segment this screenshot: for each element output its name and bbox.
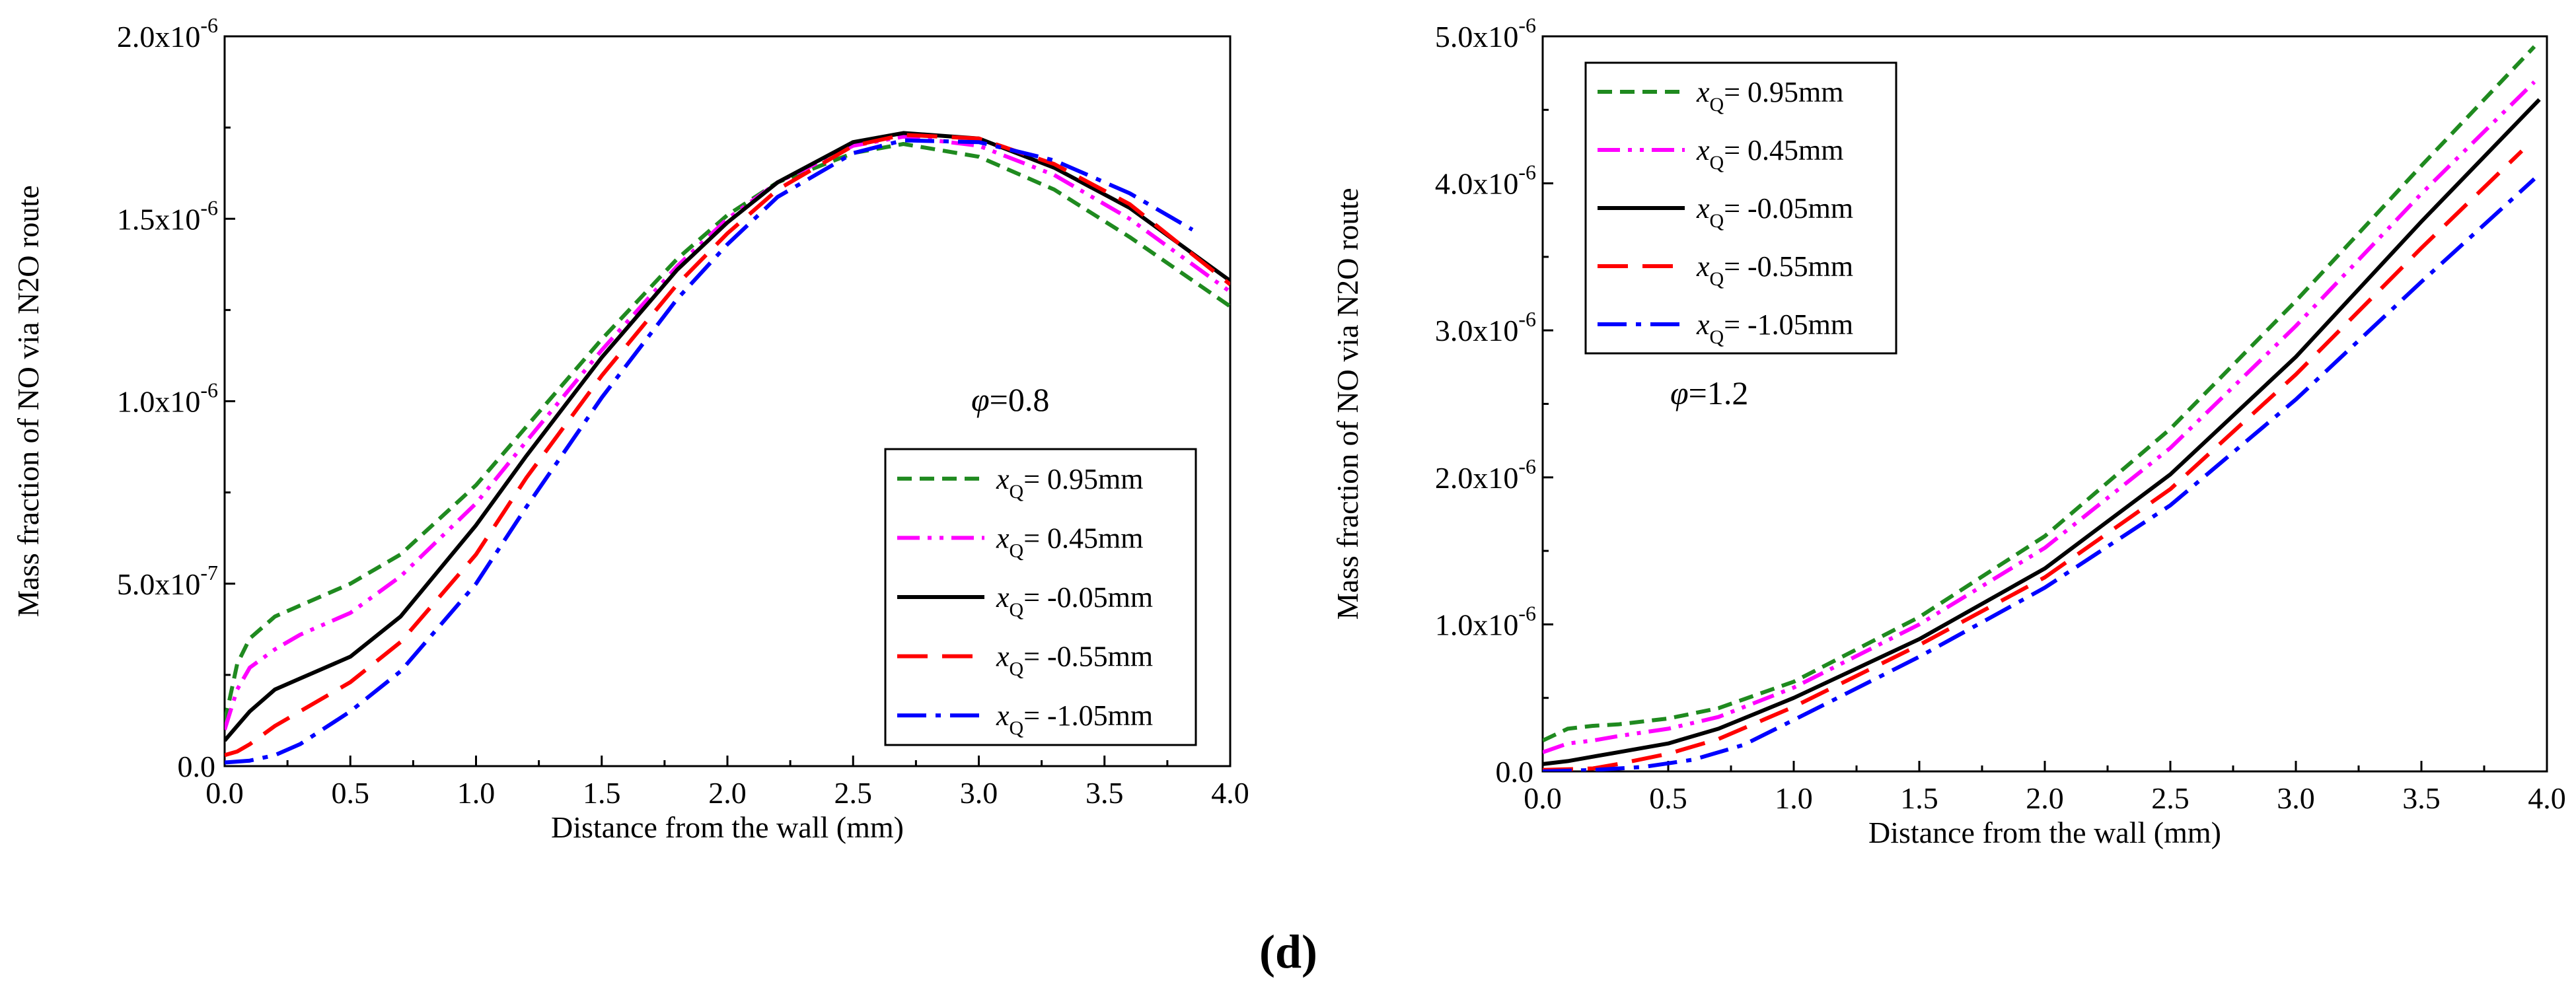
legend-label--0.55: xQ= -0.55mm (1696, 250, 1853, 290)
phi-annotation: φ=0.8 (971, 381, 1049, 418)
y-tick-label: 1.5x10-6 (117, 195, 218, 236)
legend-label-0.45: xQ= 0.45mm (996, 522, 1143, 561)
series-line-0.95 (1543, 45, 2536, 743)
series-line-0.45 (225, 134, 1230, 730)
x-tick-label: 0.0 (1524, 781, 1562, 815)
x-tick-label: 3.5 (2402, 781, 2441, 815)
x-tick-label: 2.0 (708, 776, 747, 810)
legend-label--1.05: xQ= -1.05mm (996, 699, 1153, 739)
series-line--0.05 (1543, 98, 2541, 766)
x-tick-label: 1.5 (583, 776, 621, 810)
legend-label--1.05: xQ= -1.05mm (1696, 308, 1853, 348)
x-tick-label: 3.0 (960, 776, 998, 810)
series-line-0.45 (1543, 80, 2536, 754)
x-tick-label: 3.0 (2277, 781, 2315, 815)
y-tick-label: 1.0x10-6 (1435, 601, 1536, 641)
series-line--1.05 (225, 138, 1194, 765)
y-tick-label: 2.0x10-6 (117, 13, 218, 53)
legend-label--0.05: xQ= -0.05mm (996, 581, 1153, 621)
series-line--0.55 (225, 133, 1230, 758)
x-tick-label: 2.5 (2151, 781, 2190, 815)
x-tick-label: 1.0 (1775, 781, 1813, 815)
series-line-0.95 (225, 142, 1230, 723)
chart-phi-0-8: 0.0 0.5 1.0 1.5 2.0 2.5 3.0 3.5 4.0 0.0 5.0x10-7 1.… (11, 13, 1249, 844)
x-tick-label: 0.5 (332, 776, 370, 810)
x-tick-label: 1.5 (1900, 781, 1938, 815)
legend-label-0.95: xQ= 0.95mm (1696, 76, 1843, 116)
legend-label-0.45: xQ= 0.45mm (1696, 134, 1843, 174)
x-tick-label: 2.5 (834, 776, 873, 810)
x-tick-label: 3.5 (1086, 776, 1124, 810)
y-tick-label: 0.0 (1496, 755, 1534, 789)
x-tick-label: 4.0 (2528, 781, 2566, 815)
x-tick-label: 2.0 (2026, 781, 2064, 815)
figure-label: (d) (1259, 925, 1317, 978)
x-tick-label: 0.0 (205, 776, 244, 810)
y-tick-label: 1.0x10-6 (117, 378, 218, 419)
legend-label--0.05: xQ= -0.05mm (1696, 192, 1853, 232)
y-tick-label: 4.0x10-6 (1435, 160, 1536, 201)
series-line--0.55 (1543, 149, 2524, 771)
y-axis-label: Mass fraction of NO via N2O route (1331, 188, 1364, 620)
series-line--1.05 (1543, 177, 2536, 771)
y-tick-label: 2.0x10-6 (1435, 454, 1536, 495)
y-axis-label: Mass fraction of NO via N2O route (11, 185, 45, 617)
x-axis-label: Distance from the wall (mm) (551, 810, 904, 844)
y-tick-label: 3.0x10-6 (1435, 307, 1536, 347)
x-axis-label: Distance from the wall (mm) (1868, 816, 2221, 849)
y-tick-label: 5.0x10-6 (1435, 13, 1536, 53)
legend: xQ= 0.95mm xQ= 0.45mm xQ= -0.05mm xQ= -0.55… (1584, 61, 1897, 355)
x-tick-label: 1.0 (457, 776, 496, 810)
legend-label-0.95: xQ= 0.95mm (996, 463, 1143, 503)
chart-phi-1-2: 0.0 0.5 1.0 1.5 2.0 2.5 3.0 3.5 4.0 0.0 1.0x10-6 2.… (1331, 13, 2566, 849)
phi-annotation: φ=1.2 (1670, 374, 1748, 411)
x-tick-label: 4.0 (1211, 776, 1249, 810)
legend-label--0.55: xQ= -0.55mm (996, 641, 1153, 680)
y-tick-label: 0.0 (178, 750, 216, 783)
y-tick-label: 5.0x10-7 (117, 561, 218, 601)
x-tick-label: 0.5 (1649, 781, 1687, 815)
legend: xQ= 0.95mm xQ= 0.45mm xQ= -0.05mm xQ= -0.55… (884, 448, 1197, 746)
